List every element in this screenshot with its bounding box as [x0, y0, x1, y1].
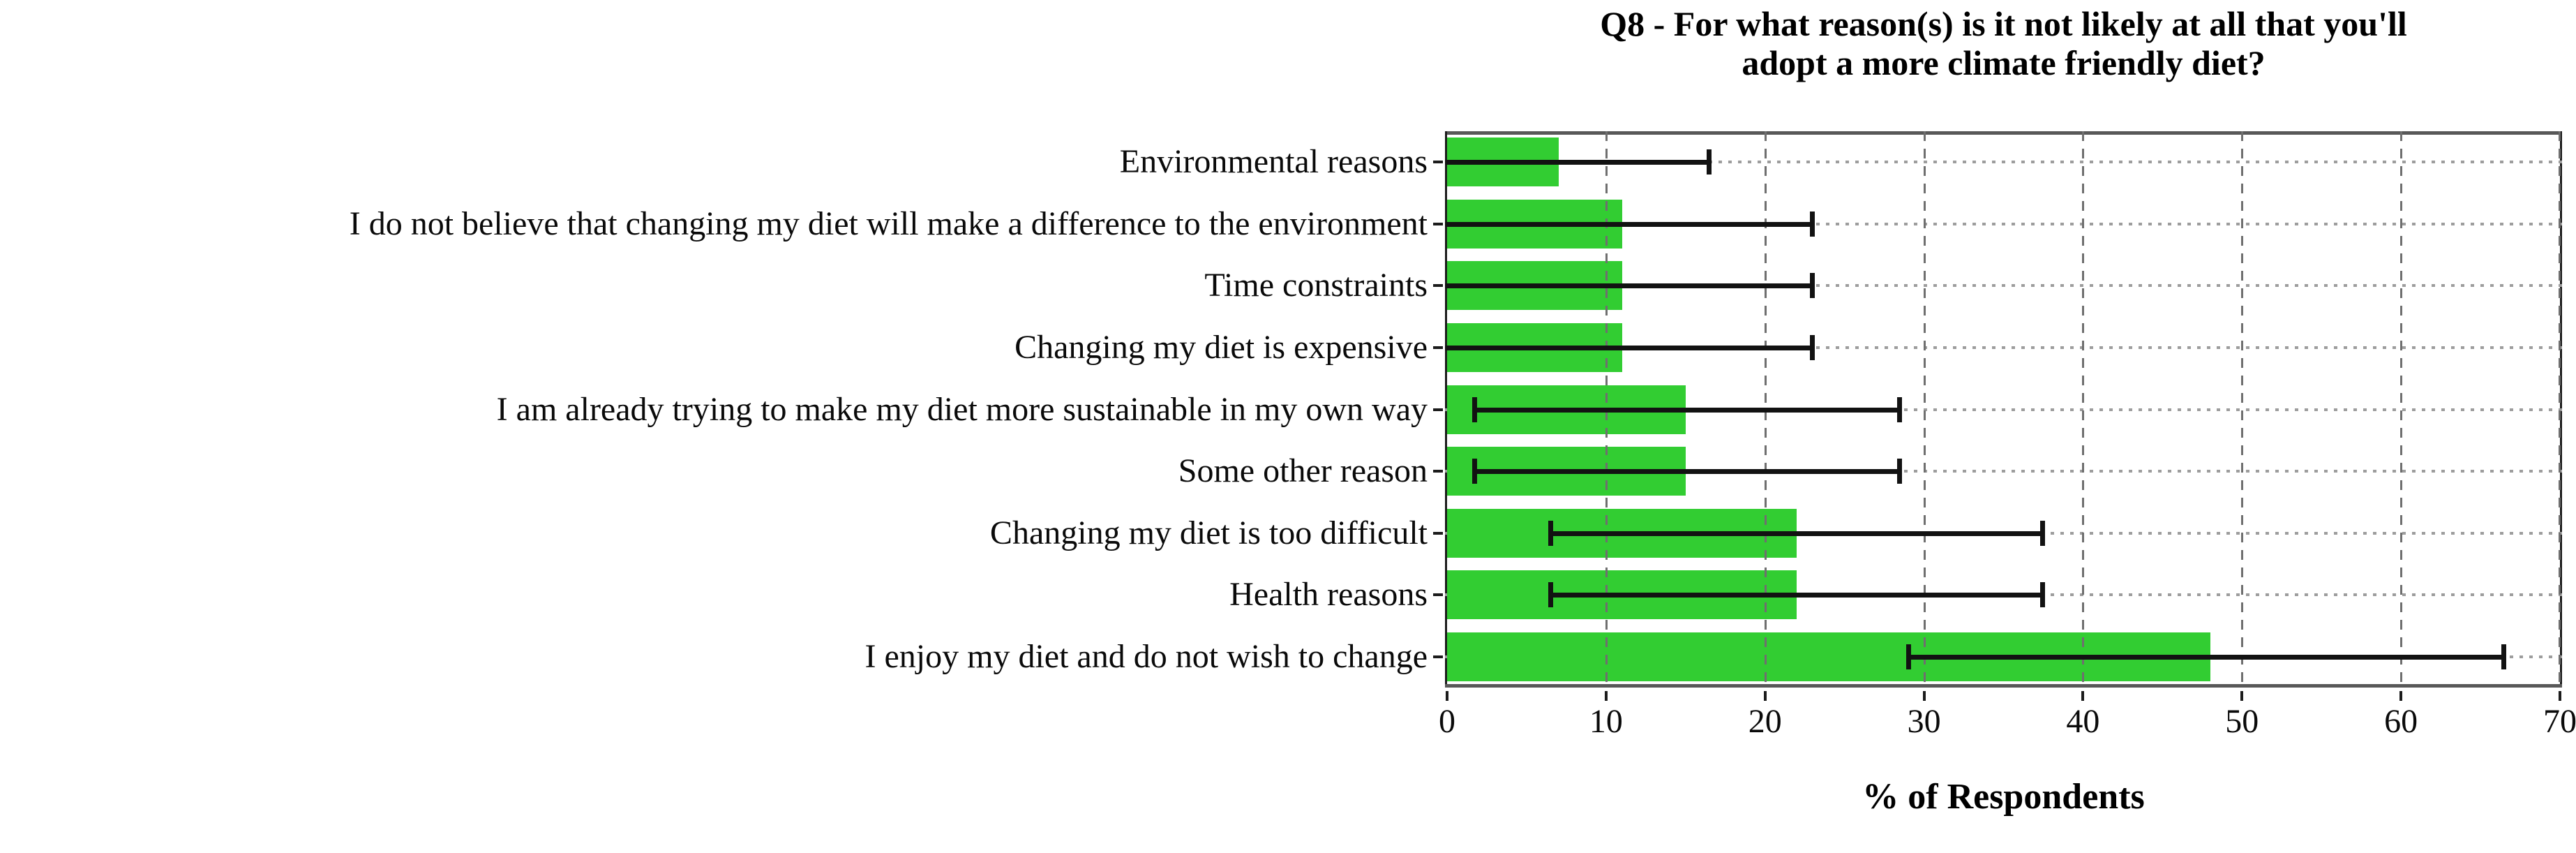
error-bar-line [1474, 469, 1901, 475]
x-tick-mark [2081, 691, 2085, 701]
category-label: Environmental reasons [1119, 143, 1428, 181]
error-bar-cap-low [1548, 520, 1554, 546]
horizontal-gridline [1445, 161, 2562, 164]
error-bar-cap-high [2040, 520, 2046, 546]
error-bar-cap-low [1472, 459, 1477, 484]
category-label: I do not believe that changing my diet w… [349, 205, 1428, 242]
category-label: I am already trying to make my diet more… [496, 390, 1428, 428]
x-tick-mark [1922, 691, 1926, 701]
horizontal-gridline [1445, 346, 2562, 349]
y-tick-mark [1433, 531, 1443, 535]
error-bar-line [1474, 407, 1901, 413]
x-tick-label: 50 [2225, 703, 2259, 740]
x-tick-label: 30 [1907, 703, 1941, 740]
category-label: Some other reason [1178, 452, 1428, 490]
error-bar-cap-high [1706, 149, 1712, 175]
horizontal-gridline [1445, 284, 2562, 288]
vertical-gridline [2559, 131, 2561, 688]
category-label: Changing my diet is expensive [1014, 328, 1428, 366]
x-tick-label: 0 [1439, 703, 1455, 740]
x-tick-label: 60 [2384, 703, 2418, 740]
chart-title-line-2: adopt a more climate friendly diet? [1742, 43, 2266, 82]
x-tick-mark [2399, 691, 2403, 701]
error-bar-cap-high [1810, 273, 1815, 299]
error-bar-cap-low [1548, 582, 1554, 608]
error-bar-cap-high [2040, 582, 2046, 608]
x-tick-mark [1446, 691, 1448, 701]
y-tick-mark [1433, 346, 1443, 349]
error-bar-line [1445, 160, 1709, 165]
y-axis-category-labels: Environmental reasons I do not believe th… [0, 131, 1428, 688]
error-bar-cap-high [2501, 644, 2507, 669]
x-tick-label: 40 [2066, 703, 2100, 740]
error-bar-line [1445, 283, 1813, 289]
chart-title: Q8 - For what reason(s) is it not likely… [1445, 4, 2562, 82]
vertical-gridline [2241, 131, 2244, 688]
category-label: Health reasons [1229, 576, 1428, 614]
top-spine [1445, 131, 2562, 135]
bottom-spine [1445, 684, 2562, 688]
error-bar-line [1445, 221, 1813, 227]
x-axis-title: % of Respondents [1862, 777, 2145, 817]
plot-area [1433, 131, 2562, 701]
category-label: I enjoy my diet and do not wish to chang… [864, 637, 1428, 675]
category-label: Time constraints [1204, 267, 1428, 304]
y-tick-mark [1433, 470, 1443, 473]
category-label: Changing my diet is too difficult [989, 514, 1428, 551]
error-bar-line [1445, 345, 1813, 350]
y-tick-mark [1433, 655, 1443, 658]
y-tick-mark [1433, 593, 1443, 597]
horizontal-gridline [1445, 408, 2562, 411]
x-tick-mark [1763, 691, 1767, 701]
chart-title-line-1: Q8 - For what reason(s) is it not likely… [1600, 4, 2407, 43]
y-tick-mark [1433, 408, 1443, 411]
x-tick-label: 70 [2543, 703, 2576, 740]
x-tick-mark [1604, 691, 1608, 701]
y-tick-mark [1433, 222, 1443, 225]
error-bar-line [1550, 593, 2044, 598]
y-tick-mark [1433, 161, 1443, 164]
error-bar-cap-high [1897, 396, 1903, 422]
vertical-gridline [2082, 131, 2085, 688]
x-tick-mark [2240, 691, 2244, 701]
x-tick-mark [2559, 691, 2561, 701]
x-tick-label: 20 [1748, 703, 1782, 740]
error-bar-line [1550, 531, 2044, 536]
error-bar-cap-high [1810, 211, 1815, 237]
error-bar-cap-low [1472, 396, 1477, 422]
y-tick-mark [1433, 284, 1443, 288]
x-axis-tick-labels: 0 10 20 30 40 50 60 70 [1439, 702, 2576, 744]
error-bar-cap-low [1905, 644, 1911, 669]
horizontal-gridline [1445, 222, 2562, 225]
horizontal-gridline [1445, 470, 2562, 473]
error-bar-cap-high [1897, 459, 1903, 484]
error-bar-line [1908, 654, 2505, 660]
x-tick-label: 10 [1589, 703, 1623, 740]
error-bar-cap-high [1810, 334, 1815, 360]
vertical-gridline [2400, 131, 2403, 688]
vertical-gridline [1923, 131, 1926, 688]
